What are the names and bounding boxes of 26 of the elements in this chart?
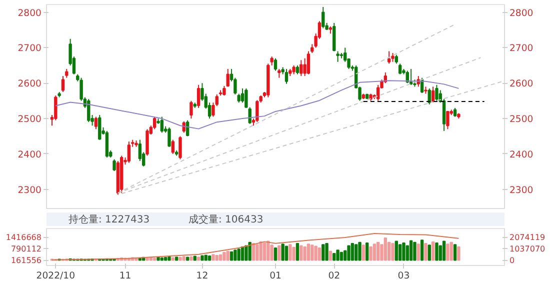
x-tick-label: 02	[328, 270, 340, 282]
x-tick-label: 12	[196, 270, 208, 282]
y2-tick-label: 2074119	[510, 233, 546, 242]
y-tick-label: 2700	[18, 43, 42, 54]
y-tick-label: 1416668	[6, 233, 42, 242]
y2-tick-label: 2500	[510, 114, 534, 126]
y2-tick-label: 2400	[510, 149, 534, 160]
y2-tick-label: 2600	[510, 78, 534, 90]
y-tick-label: 2400	[18, 149, 42, 160]
text: 成交量: 106433	[188, 214, 264, 226]
x-tick-label: 2022/10	[36, 270, 76, 282]
y2-tick-label: 2800	[510, 8, 534, 19]
y2-tick-label: 0	[510, 256, 515, 266]
y-tick-label: 790112	[10, 244, 42, 254]
y2-tick-label: 2700	[510, 43, 534, 54]
x-tick-label: 01	[270, 270, 282, 282]
y-tick-label: 2300	[18, 184, 42, 196]
x-tick-label: 11	[119, 270, 132, 282]
y-tick-label: 2500	[18, 114, 42, 126]
text: 持仓量: 1227433	[68, 214, 150, 226]
y2-tick-label: 2300	[510, 184, 534, 196]
y-tick-label: 2600	[18, 78, 42, 90]
y-tick-label: 2800	[18, 8, 42, 19]
y-tick-label: 161556	[10, 256, 42, 266]
y2-tick-label: 1037070	[510, 244, 546, 254]
x-tick-label: 03	[398, 270, 410, 282]
